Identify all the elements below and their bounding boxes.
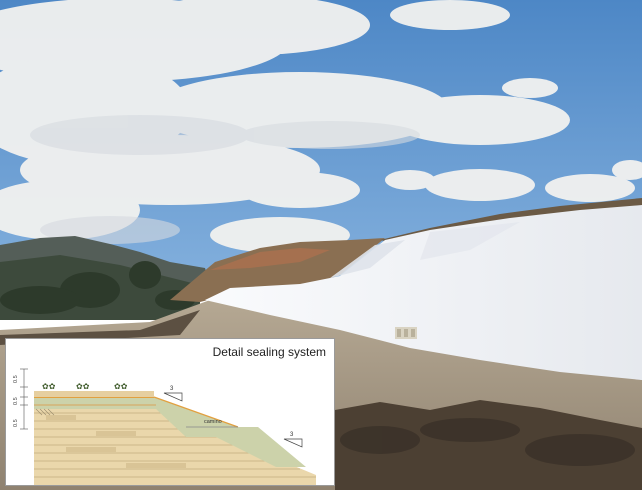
inset-title: Detail sealing system (212, 345, 326, 359)
dim-label-1: 0.5 (13, 375, 19, 383)
slope-label-lower: 3 (290, 432, 294, 438)
slope-label-upper: 3 (170, 386, 174, 392)
svg-text:✿✿: ✿✿ (114, 382, 128, 391)
vegetation-marks: ✿✿ ✿✿ ✿✿ (42, 382, 128, 391)
earth-bank (170, 238, 385, 302)
clouds (0, 0, 642, 253)
dim-label-3: 0.5 (13, 419, 19, 427)
dim-label-2: 0.5 (13, 397, 19, 405)
sealing-detail-inset: ✿✿ ✿✿ ✿✿ 0.5 0.5 0.5 3 (5, 338, 335, 486)
fill-layer (34, 401, 316, 485)
white-geomembrane (205, 205, 642, 380)
svg-text:✿✿: ✿✿ (42, 382, 56, 391)
road-label: camino (204, 419, 222, 425)
sealing-cross-section-diagram: ✿✿ ✿✿ ✿✿ 0.5 0.5 0.5 3 (13, 368, 316, 485)
sealing-layer (34, 397, 306, 467)
svg-text:✿✿: ✿✿ (76, 382, 90, 391)
foreground-brush (335, 400, 642, 490)
